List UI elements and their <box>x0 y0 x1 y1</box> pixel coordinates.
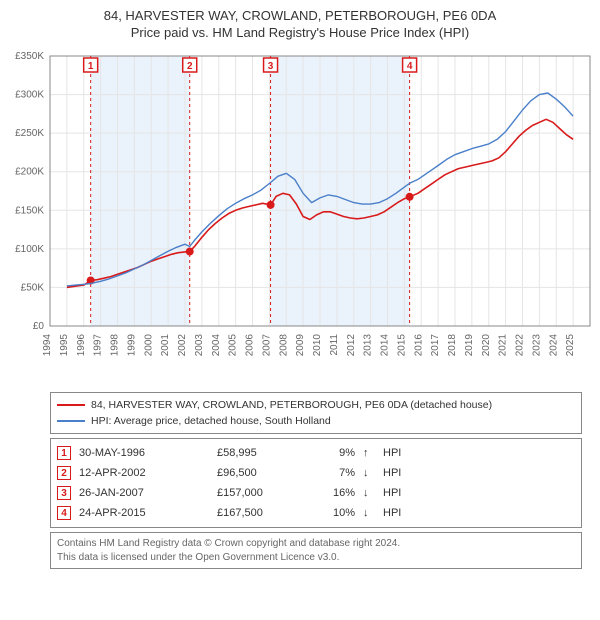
legend-swatch-hpi <box>57 420 85 422</box>
svg-text:1994: 1994 <box>42 334 53 357</box>
transaction-pct: 10% <box>315 507 355 519</box>
transaction-marker: 3 <box>57 486 71 500</box>
transaction-arrow-icon: ↓ <box>363 507 375 519</box>
svg-text:£50K: £50K <box>21 282 45 293</box>
transaction-vs-label: HPI <box>383 467 575 479</box>
attribution-footer: Contains HM Land Registry data © Crown c… <box>50 532 582 569</box>
chart-svg: £0 £50K £100K £150K £200K £250K £300K £350K 1994… <box>0 46 600 386</box>
legend-item-property: 84, HARVESTER WAY, CROWLAND, PETERBOROUG… <box>57 397 575 413</box>
svg-text:£150K: £150K <box>15 205 44 216</box>
svg-text:£250K: £250K <box>15 128 44 139</box>
svg-text:2025: 2025 <box>565 334 576 357</box>
legend-item-hpi: HPI: Average price, detached house, Sout… <box>57 413 575 429</box>
svg-text:2: 2 <box>187 61 193 72</box>
svg-text:2020: 2020 <box>481 334 492 357</box>
transaction-price: £58,995 <box>217 447 307 459</box>
svg-text:2007: 2007 <box>261 334 272 357</box>
transaction-vs-label: HPI <box>383 487 575 499</box>
chart-plot-area: £0 £50K £100K £150K £200K £250K £300K £350K 1994… <box>0 46 600 386</box>
transaction-vs-label: HPI <box>383 507 575 519</box>
svg-text:2014: 2014 <box>380 334 391 357</box>
transaction-vs-label: HPI <box>383 447 575 459</box>
transaction-arrow-icon: ↓ <box>363 467 375 479</box>
transaction-marker: 4 <box>57 506 71 520</box>
svg-text:£350K: £350K <box>15 51 44 62</box>
chart-title-line1: 84, HARVESTER WAY, CROWLAND, PETERBOROUG… <box>0 8 600 23</box>
svg-text:£300K: £300K <box>15 90 44 101</box>
svg-text:2003: 2003 <box>194 334 205 357</box>
transaction-date: 26-JAN-2007 <box>79 487 209 499</box>
svg-text:1995: 1995 <box>59 334 70 357</box>
svg-text:£200K: £200K <box>15 167 44 178</box>
svg-text:1: 1 <box>88 61 94 72</box>
svg-text:2006: 2006 <box>245 334 256 357</box>
transaction-price: £157,000 <box>217 487 307 499</box>
transactions-table: 1 30-MAY-1996 £58,995 9% ↑ HPI 2 12-APR-2002 £96… <box>50 438 582 528</box>
transaction-price: £96,500 <box>217 467 307 479</box>
svg-text:2015: 2015 <box>396 334 407 357</box>
transaction-row: 2 12-APR-2002 £96,500 7% ↓ HPI <box>57 463 575 483</box>
chart-container: { "title": { "line1": "84, HARVESTER WAY… <box>0 0 600 569</box>
svg-text:1996: 1996 <box>76 334 87 357</box>
transaction-row: 1 30-MAY-1996 £58,995 9% ↑ HPI <box>57 443 575 463</box>
svg-text:2008: 2008 <box>278 334 289 357</box>
transaction-pct: 7% <box>315 467 355 479</box>
transaction-row: 4 24-APR-2015 £167,500 10% ↓ HPI <box>57 503 575 523</box>
svg-text:2005: 2005 <box>228 334 239 357</box>
svg-text:2009: 2009 <box>295 334 306 357</box>
svg-text:£100K: £100K <box>15 244 44 255</box>
svg-text:2013: 2013 <box>363 334 374 357</box>
svg-text:2019: 2019 <box>464 334 475 357</box>
svg-text:1999: 1999 <box>126 334 137 357</box>
svg-text:4: 4 <box>407 61 413 72</box>
transaction-date: 24-APR-2015 <box>79 507 209 519</box>
transaction-pct: 16% <box>315 487 355 499</box>
svg-text:2023: 2023 <box>531 334 542 357</box>
transaction-marker: 1 <box>57 446 71 460</box>
legend-swatch-property <box>57 404 85 406</box>
transaction-marker: 2 <box>57 466 71 480</box>
transaction-row: 3 26-JAN-2007 £157,000 16% ↓ HPI <box>57 483 575 503</box>
svg-text:2000: 2000 <box>143 334 154 357</box>
footer-line1: Contains HM Land Registry data © Crown c… <box>57 537 575 551</box>
svg-text:2016: 2016 <box>413 334 424 357</box>
transaction-price: £167,500 <box>217 507 307 519</box>
svg-text:2021: 2021 <box>498 334 509 357</box>
transaction-date: 30-MAY-1996 <box>79 447 209 459</box>
svg-text:2010: 2010 <box>312 334 323 357</box>
legend-label-property: 84, HARVESTER WAY, CROWLAND, PETERBOROUG… <box>91 399 492 411</box>
transaction-pct: 9% <box>315 447 355 459</box>
svg-text:2024: 2024 <box>548 334 559 357</box>
chart-title-line2: Price paid vs. HM Land Registry's House … <box>0 25 600 40</box>
footer-line2: This data is licensed under the Open Gov… <box>57 551 575 565</box>
svg-text:2022: 2022 <box>515 334 526 357</box>
transaction-date: 12-APR-2002 <box>79 467 209 479</box>
svg-text:2012: 2012 <box>346 334 357 357</box>
svg-text:2018: 2018 <box>447 334 458 357</box>
transaction-arrow-icon: ↑ <box>363 447 375 459</box>
svg-text:2002: 2002 <box>177 334 188 357</box>
svg-text:2001: 2001 <box>160 334 171 357</box>
svg-text:2011: 2011 <box>329 334 340 356</box>
transaction-arrow-icon: ↓ <box>363 487 375 499</box>
legend-label-hpi: HPI: Average price, detached house, Sout… <box>91 415 331 427</box>
svg-text:£0: £0 <box>33 321 45 332</box>
svg-text:1998: 1998 <box>110 334 121 357</box>
legend-box: 84, HARVESTER WAY, CROWLAND, PETERBOROUG… <box>50 392 582 434</box>
chart-title-block: 84, HARVESTER WAY, CROWLAND, PETERBOROUG… <box>0 0 600 40</box>
svg-text:2017: 2017 <box>430 334 441 357</box>
svg-text:1997: 1997 <box>93 334 104 357</box>
svg-text:3: 3 <box>268 61 274 72</box>
svg-text:2004: 2004 <box>211 334 222 357</box>
